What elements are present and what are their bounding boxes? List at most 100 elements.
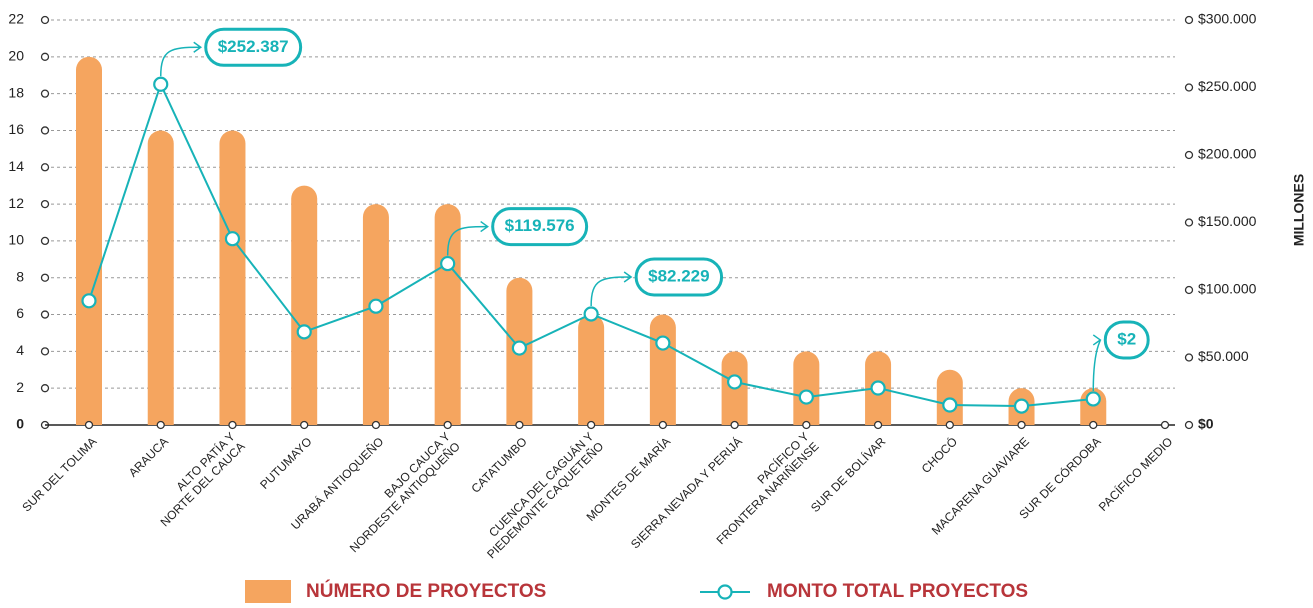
x-tick-mark [658, 420, 668, 430]
line-point [368, 298, 384, 314]
y2-tick-label: $100.000 [1198, 281, 1257, 297]
line-point [1085, 391, 1101, 407]
x-tick-label: SUR DEL TOLIMA [19, 434, 99, 514]
value-label-arrowhead [193, 41, 203, 53]
y-tick-mark [40, 52, 50, 61]
value-label-box [634, 257, 724, 297]
value-label-arrowhead [480, 220, 489, 233]
value-label-arrow [590, 276, 631, 306]
x-tick-mark [300, 420, 309, 430]
x-tick-mark [156, 420, 165, 430]
x-tick-mark [515, 420, 524, 430]
x-tick-label: CATATUMBO [468, 434, 529, 495]
y2-tick-label: $50.000 [1198, 348, 1249, 364]
line-point [224, 231, 241, 247]
y-tick-mark [40, 126, 50, 135]
bar [936, 369, 963, 425]
legend-swatch-point [717, 584, 733, 600]
y-tick-mark [40, 199, 50, 209]
x-tick-label: CHOCÓ [918, 434, 960, 476]
y2-tick-label: $200.000 [1198, 146, 1257, 162]
y2-tick-mark [1184, 285, 1194, 295]
bar [219, 130, 246, 425]
line-point [511, 340, 528, 356]
y-tick-label: 20 [8, 48, 24, 64]
y2-tick-mark [1184, 83, 1194, 92]
line-point [798, 389, 814, 405]
y-tick-label: 8 [16, 268, 24, 284]
value-label-text: $82.229 [648, 266, 709, 285]
y-tick-label: 16 [8, 121, 24, 137]
x-tick-mark [1089, 420, 1098, 430]
y-tick-mark [40, 347, 50, 356]
value-label-text: $119.576 [505, 216, 575, 235]
bar [291, 185, 318, 425]
annotation-box [1103, 320, 1150, 360]
value-label-box [491, 207, 589, 247]
line-point [942, 397, 958, 413]
y-tick-mark [40, 273, 50, 282]
x-tick-label: PUTUMAYO [257, 434, 314, 491]
y-tick-mark [40, 384, 50, 393]
y-tick-label: 6 [16, 305, 24, 321]
y2-tick-label: $300.000 [1198, 11, 1257, 27]
value-label-box [204, 27, 303, 67]
x-tick-mark [586, 420, 596, 430]
x-tick-mark [443, 420, 452, 430]
x-tick-label: CUENCA DEL CAGUÁN YPIEDEMONTE CAQUETEÑO [474, 429, 607, 562]
y-tick-mark [40, 15, 50, 25]
bar [578, 314, 605, 425]
x-tick-label: PACÍFICO YFRONTERA NARIÑENSE [703, 429, 822, 548]
y-tick-mark [40, 310, 50, 319]
line-point [726, 374, 743, 390]
x-tick-label: ARAUCA [126, 434, 171, 479]
value-label-text: $252.387 [218, 37, 289, 56]
y-tick-label: 18 [8, 84, 24, 100]
x-tick-label: PACÍFICO MEDIO [1095, 434, 1175, 514]
y2-tick-label: $150.000 [1198, 213, 1257, 229]
annotation: $2 [1103, 320, 1150, 360]
x-tick-mark [802, 420, 811, 430]
y2-tick-mark [1184, 15, 1194, 25]
legend-label: NÚMERO DE PROYECTOS [306, 580, 546, 602]
line-point [870, 380, 886, 396]
value-label: $82.229 [634, 257, 724, 297]
value-label: $252.387 [204, 27, 303, 67]
value-label-arrow [159, 46, 200, 77]
x-tick-mark [84, 420, 94, 430]
y2-tick-mark [1184, 420, 1194, 430]
legend-label: MONTO TOTAL PROYECTOS [767, 581, 1028, 602]
line-point [153, 76, 169, 92]
y-tick-mark [40, 236, 50, 246]
x-tick-mark [371, 420, 381, 430]
value-label-arrow [446, 225, 487, 256]
annotation-arrowhead [1092, 334, 1102, 346]
x-tick-mark [945, 420, 954, 430]
x-tick-mark [873, 420, 883, 430]
line-point [655, 335, 671, 351]
bar [793, 351, 820, 425]
line-point [1013, 398, 1030, 414]
bar [76, 56, 102, 426]
bar [434, 204, 461, 425]
y-tick-mark [40, 163, 50, 172]
y-tick-label: 4 [16, 342, 24, 358]
y-tick-label: 10 [8, 232, 24, 248]
x-tick-label: BAJO CAUCA YNORDESTE ANTIOQUEÑO [337, 430, 463, 556]
x-tick-label: SUR DE BOLÍVAR [807, 434, 888, 515]
y-tick-label: 12 [8, 195, 24, 211]
line-point [440, 255, 456, 272]
annotation-arrow [1092, 339, 1101, 391]
line-point [81, 293, 97, 309]
value-label: $119.576 [491, 207, 589, 247]
line-point [583, 306, 599, 322]
y2-tick-label: $250.000 [1198, 78, 1257, 94]
x-tick-mark [228, 420, 237, 430]
y2-tick-mark [1184, 150, 1194, 160]
x-tick-mark [730, 420, 739, 430]
bar [649, 314, 676, 425]
y-tick-label: 0 [16, 416, 24, 432]
y-tick-mark [40, 89, 50, 98]
y2-tick-label: $0 [1198, 416, 1214, 432]
